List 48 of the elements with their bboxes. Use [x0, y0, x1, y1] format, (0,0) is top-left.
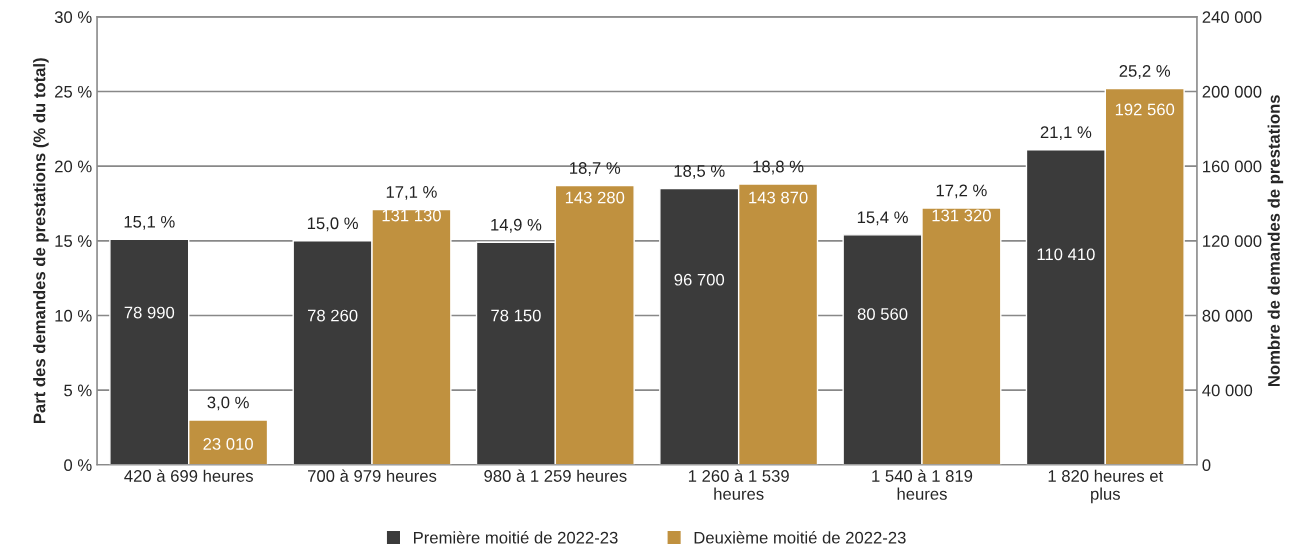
- x-tick-label: 420 à 699 heures: [124, 469, 253, 482]
- annotation: 80 560: [857, 308, 908, 320]
- y2-tick-label: 160 000: [1203, 160, 1262, 173]
- y2-tick-label: 120 000: [1203, 235, 1262, 247]
- x-tick-label: 1 540 à 1 819 heures: [872, 469, 973, 500]
- legend-label: Première moitié de 2022-23: [414, 531, 618, 544]
- data-label: 25,2 %: [1119, 65, 1171, 79]
- y-tick-label: 25 %: [55, 85, 92, 98]
- annotation: 96 700: [674, 273, 725, 286]
- legend-label: Deuxième moitié de 2022-23: [694, 531, 906, 544]
- annotation: 78 260: [307, 309, 358, 322]
- annotation: 131 320: [932, 209, 991, 222]
- y-tick-label: 15 %: [55, 235, 92, 247]
- data-label: 15,1 %: [124, 215, 175, 230]
- x-tick-label: 980 à 1 259 heures: [484, 469, 627, 482]
- x-tick-label: 700 à 979 heures: [308, 469, 437, 482]
- data-label: 17,2 %: [936, 184, 987, 199]
- y-tick-label: 20 %: [55, 160, 92, 173]
- annotation: 78 990: [124, 306, 175, 319]
- annotation: 143 280: [565, 191, 625, 204]
- y-tick-label: 30 %: [54, 11, 92, 23]
- y-tick-label: 10 %: [55, 309, 92, 322]
- data-label: 14,9 %: [491, 218, 542, 233]
- data-label: 15,4 %: [857, 211, 908, 226]
- data-label: 18,5 %: [674, 165, 725, 179]
- data-label: 18,7 %: [570, 162, 621, 176]
- annotation: 143 870: [749, 191, 808, 204]
- y2-tick-label: 80 000: [1202, 309, 1253, 322]
- annotation: 131 130: [382, 209, 441, 222]
- y2-tick-label: 40 000: [1202, 384, 1253, 397]
- data-label: 3,0 %: [207, 396, 249, 411]
- data-label: 21,1 %: [1040, 126, 1092, 141]
- annotation: 110 410: [1037, 248, 1095, 261]
- y2-tick-label: 200 000: [1202, 85, 1262, 98]
- annotation: 192 560: [1115, 103, 1175, 116]
- y-tick-label: 0 %: [64, 459, 92, 471]
- annotation: 78 150: [491, 309, 541, 322]
- data-label: 15,0 %: [307, 217, 358, 232]
- y-axis-title: Part des demandes de prestations (% du total): [33, 58, 49, 424]
- y2-tick-label: 240 000: [1202, 11, 1262, 23]
- y2-axis-title: Nombre de demandes de prestations: [1267, 95, 1284, 387]
- y2-tick-label: 0: [1202, 459, 1211, 471]
- x-tick-label: 1 820 heures et plus: [1048, 469, 1164, 504]
- data-label: 18,8 %: [753, 160, 804, 175]
- data-label: 17,1 %: [386, 186, 437, 200]
- annotation: 23 010: [203, 438, 253, 450]
- y-tick-label: 5 %: [64, 384, 92, 397]
- x-tick-label: 1 260 à 1 539 heures: [688, 469, 789, 500]
